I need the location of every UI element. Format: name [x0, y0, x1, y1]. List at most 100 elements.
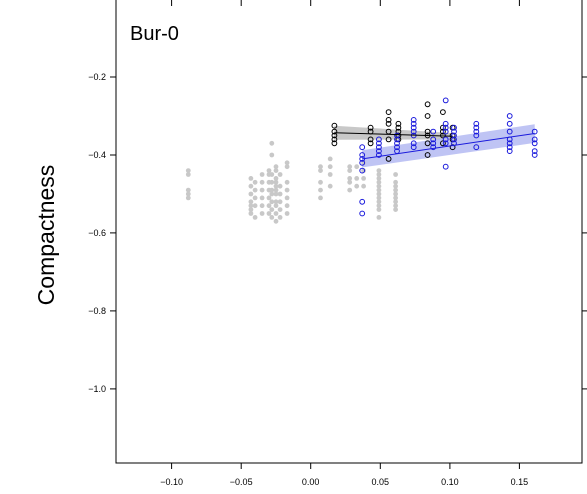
- blue-point: [410, 117, 417, 123]
- blue-point: [442, 97, 449, 104]
- black-point: [385, 156, 392, 162]
- blue-point: [506, 148, 513, 155]
- black-point: [385, 136, 392, 143]
- plot-frame: [115, 0, 583, 464]
- gray-point: [259, 179, 265, 185]
- gray-point: [273, 203, 279, 209]
- gray-point: [252, 195, 258, 201]
- y-tick-label: −0.8: [88, 306, 106, 316]
- blue-point: [359, 152, 366, 158]
- gray-point: [347, 164, 353, 170]
- gray-point: [269, 187, 275, 193]
- gray-point: [269, 152, 275, 158]
- blue-point: [410, 124, 417, 131]
- blue-point: [410, 128, 417, 135]
- blue-point: [430, 136, 437, 143]
- x-tick-label: 0.15: [511, 477, 529, 487]
- blue-point: [359, 159, 366, 166]
- black-point: [331, 136, 338, 143]
- gray-point: [393, 195, 398, 201]
- gray-point: [252, 179, 258, 185]
- blue-point: [442, 120, 449, 127]
- blue-point: [531, 152, 538, 158]
- gray-point: [327, 164, 333, 170]
- panel-title: Bur-0: [130, 23, 179, 45]
- fit-lines: [334, 132, 535, 160]
- gray-point: [185, 172, 191, 177]
- y-axis: −0.2 −0.4 −0.6 −0.8 −1.0: [88, 72, 587, 394]
- gray-point: [361, 183, 366, 189]
- blue-point: [442, 128, 449, 135]
- gray-point: [393, 187, 398, 193]
- gray-point: [185, 191, 191, 197]
- black-point: [331, 122, 338, 129]
- y-tick-label: −0.6: [88, 228, 106, 238]
- gray-point: [376, 179, 382, 185]
- blue-point: [506, 140, 513, 147]
- blue-point: [506, 128, 513, 135]
- gray-point: [393, 203, 398, 209]
- blue-point: [473, 132, 480, 139]
- gray-point: [252, 187, 258, 193]
- black-point: [424, 140, 431, 147]
- blue-point: [442, 136, 449, 143]
- gray-point: [273, 183, 279, 189]
- gray-point: [318, 168, 323, 174]
- black-point: [331, 128, 338, 135]
- blue-point: [394, 140, 400, 147]
- gray-point: [347, 176, 353, 181]
- gray-point: [273, 168, 279, 174]
- blue-point: [451, 136, 457, 143]
- gray-point: [269, 140, 275, 146]
- gray-point: [284, 160, 290, 166]
- gray-point: [277, 207, 283, 213]
- black-point: [440, 128, 446, 135]
- gray-point: [376, 195, 382, 201]
- black-point: [424, 113, 431, 119]
- x-tick-label: 0.05: [372, 477, 390, 487]
- black-point: [385, 109, 392, 115]
- blue-point: [473, 124, 480, 131]
- gray-point: [393, 183, 398, 189]
- gray-point: [284, 164, 290, 170]
- gray-point: [266, 168, 272, 174]
- black-point: [367, 140, 374, 147]
- gray-point: [376, 199, 382, 205]
- blue-point: [376, 140, 382, 147]
- gray-point: [248, 191, 254, 197]
- black-point: [440, 124, 446, 131]
- gray-point: [273, 164, 279, 170]
- gray-point: [273, 176, 279, 181]
- y-tick-label: −1.0: [88, 384, 106, 394]
- gray-point: [327, 156, 333, 162]
- gray-point: [248, 199, 254, 205]
- gray-point: [393, 207, 398, 213]
- blue-point: [451, 128, 457, 135]
- black-point: [367, 124, 374, 131]
- gray-point: [277, 199, 283, 205]
- blue-point: [531, 140, 538, 147]
- gray-point: [273, 211, 279, 216]
- blue-point: [442, 140, 449, 147]
- blue-point: [376, 152, 382, 158]
- gray-point: [277, 172, 283, 177]
- gray-point: [259, 187, 265, 193]
- gray-point: [354, 176, 360, 181]
- blue-point: [410, 144, 417, 151]
- gray-point: [248, 183, 254, 189]
- gray-point: [248, 207, 254, 213]
- gray-point: [269, 191, 275, 197]
- blue-point: [506, 113, 513, 119]
- blue-point: [376, 148, 382, 155]
- gray-point: [273, 191, 279, 197]
- gray-point: [284, 203, 290, 209]
- gray-point: [269, 172, 275, 177]
- gray-point: [318, 179, 323, 185]
- black-point: [385, 117, 392, 123]
- black-point: [424, 101, 431, 108]
- black-confidence-band: [334, 125, 453, 140]
- gray-point: [393, 191, 398, 197]
- gray-point: [259, 195, 265, 201]
- gray-point: [318, 187, 323, 193]
